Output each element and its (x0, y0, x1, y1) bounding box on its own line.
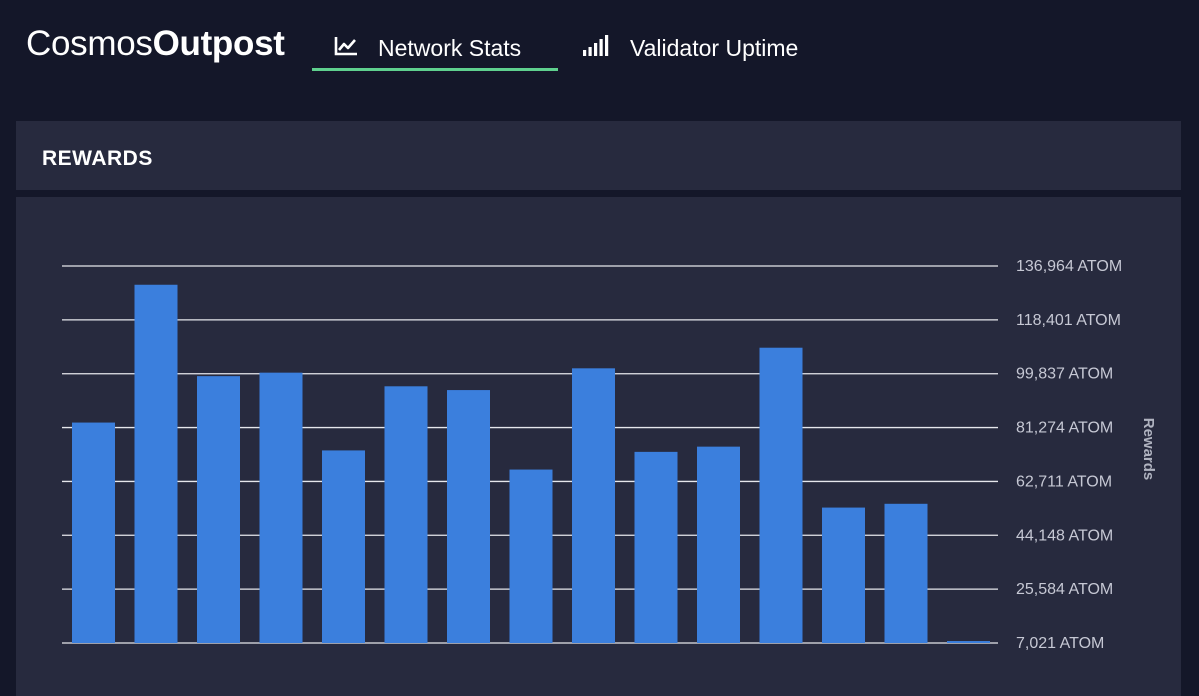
reward-bar[interactable] (634, 451, 678, 643)
reward-bar[interactable] (447, 390, 490, 643)
reward-bar[interactable] (697, 446, 740, 643)
active-tab-indicator (312, 68, 558, 71)
tab-network-stats[interactable]: Network Stats (334, 26, 521, 70)
app-logo[interactable]: CosmosOutpost (26, 24, 285, 64)
reward-bar[interactable] (822, 507, 865, 643)
reward-bar[interactable] (509, 469, 553, 643)
line-chart-icon (334, 35, 358, 62)
y-tick-label: 25,584 ATOM (1016, 581, 1113, 598)
reward-bar[interactable] (197, 376, 240, 643)
reward-bar[interactable] (884, 503, 928, 643)
logo-text-light: Cosmos (26, 24, 153, 63)
chart-bars (72, 284, 990, 643)
rewards-chart-panel: 136,964 ATOM 118,401 ATOM 99,837 ATOM 81,27… (16, 197, 1181, 696)
y-tick-label: 118,401 ATOM (1016, 312, 1121, 329)
y-tick-label: 62,711 ATOM (1016, 473, 1112, 490)
y-axis-title: Rewards (1140, 418, 1157, 481)
reward-bar[interactable] (134, 284, 178, 643)
reward-bar[interactable] (322, 450, 365, 643)
y-tick-label: 44,148 ATOM (1016, 527, 1113, 544)
reward-bar[interactable] (384, 386, 428, 643)
top-navigation-bar: CosmosOutpost Network Stats Validator Up… (0, 0, 1199, 100)
y-tick-label: 99,837 ATOM (1016, 366, 1113, 383)
y-tick-label: 7,021 ATOM (1016, 635, 1104, 652)
panel-title: REWARDS (42, 147, 153, 170)
reward-bar[interactable] (259, 372, 303, 643)
rewards-panel-header: REWARDS (16, 121, 1181, 190)
tab-validator-uptime[interactable]: Validator Uptime (582, 26, 798, 70)
chart-y-axis-ticks: 136,964 ATOM 118,401 ATOM 99,837 ATOM 81,27… (1016, 258, 1122, 652)
reward-bar[interactable] (72, 422, 115, 643)
tab-validator-uptime-label: Validator Uptime (630, 34, 799, 61)
reward-bar[interactable] (572, 368, 615, 643)
y-tick-label: 81,274 ATOM (1016, 420, 1113, 437)
rewards-bar-chart: 136,964 ATOM 118,401 ATOM 99,837 ATOM 81,27… (62, 258, 1157, 652)
tab-network-stats-label: Network Stats (378, 34, 522, 61)
reward-bar[interactable] (759, 347, 803, 643)
reward-bar[interactable] (947, 641, 990, 643)
logo-text-bold: Outpost (152, 24, 285, 63)
signal-bars-icon (582, 34, 610, 62)
y-tick-label: 136,964 ATOM (1016, 258, 1122, 275)
